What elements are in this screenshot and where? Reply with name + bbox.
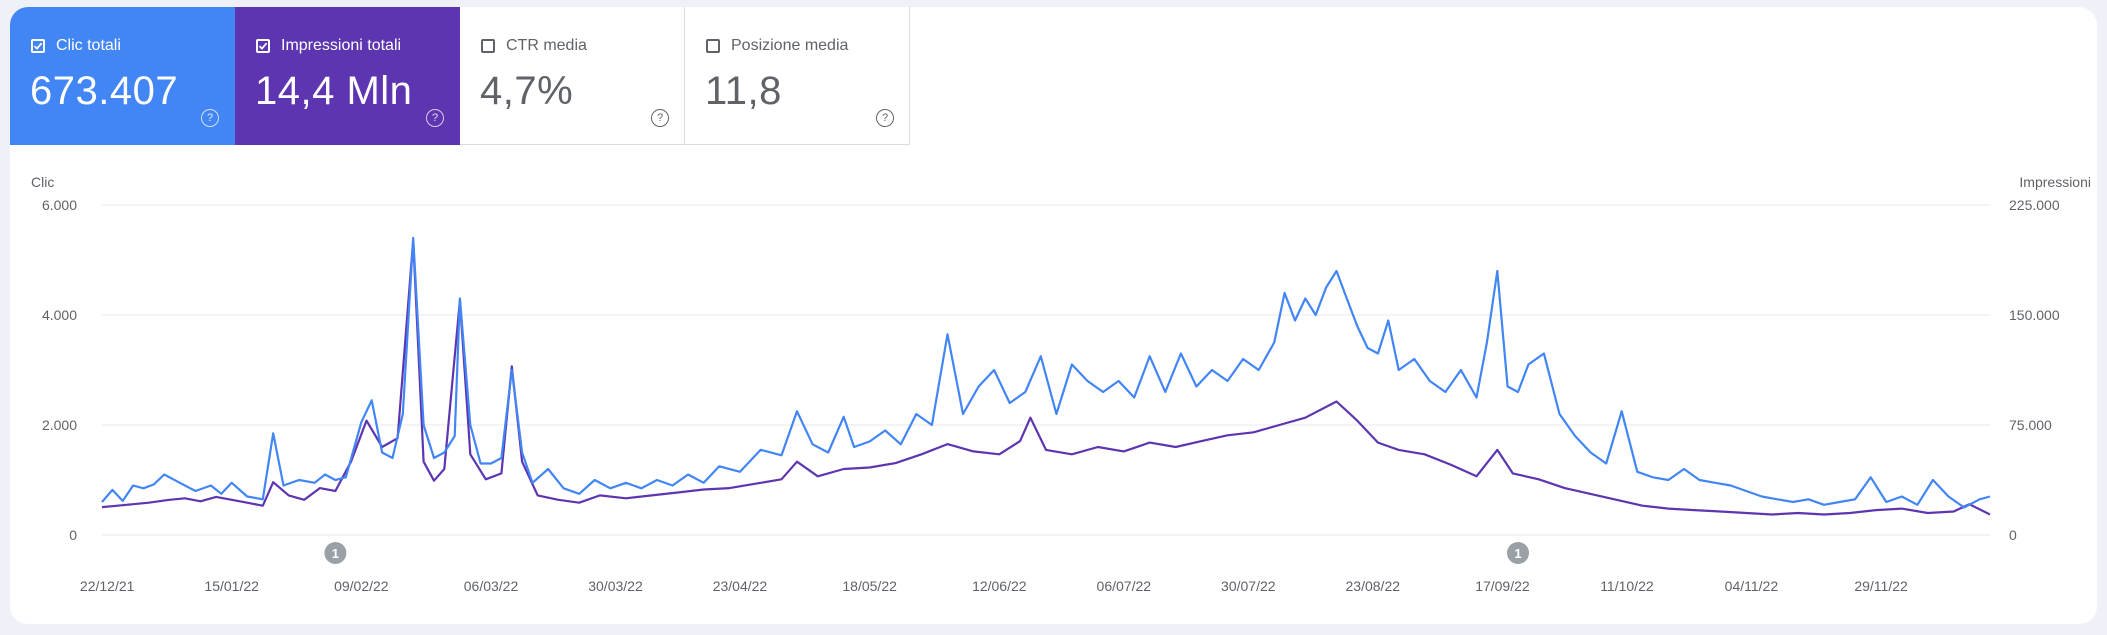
right-axis-ticks: 225.000 150.000 75.000 0 — [2009, 197, 2060, 543]
left-tick-label: 0 — [69, 527, 77, 543]
annotation-marker[interactable]: 1 — [1507, 542, 1529, 564]
left-tick-label: 4.000 — [42, 307, 77, 323]
annotation-circle[interactable] — [324, 542, 347, 564]
help-icon[interactable]: ? — [651, 109, 669, 127]
right-axis-title: Impressioni — [2019, 174, 2091, 190]
help-icon[interactable]: ? — [201, 109, 219, 127]
x-tick-label: 12/06/22 — [972, 578, 1027, 594]
metric-average-position[interactable]: Posizione media 11,8 ? — [685, 7, 910, 145]
checkbox-unchecked-icon[interactable] — [706, 39, 720, 53]
metric-value: 673.407 — [30, 69, 179, 113]
x-tick-label: 11/10/22 — [1600, 578, 1654, 594]
x-tick-label: 30/07/22 — [1221, 578, 1276, 594]
x-axis-labels: 22/12/21 15/01/22 09/02/22 06/03/22 30/03/22… — [80, 578, 1908, 594]
annotation-label[interactable]: 1 — [1514, 546, 1521, 561]
x-tick-label: 23/08/22 — [1346, 578, 1401, 594]
x-tick-label: 18/05/22 — [842, 578, 897, 594]
x-tick-label: 06/03/22 — [464, 578, 519, 594]
metric-value: 14,4 Mln — [255, 69, 413, 113]
help-icon[interactable]: ? — [426, 109, 444, 127]
x-tick-label: 22/12/21 — [80, 578, 135, 594]
metric-label: Clic totali — [56, 37, 121, 54]
right-tick-label: 225.000 — [2009, 197, 2060, 213]
x-tick-label: 30/03/22 — [588, 578, 643, 594]
metric-total-clicks[interactable]: Clic totali 673.407 ? — [10, 7, 235, 145]
performance-chart: Clic Impressioni 6.000 4.000 2.000 0 225.00… — [31, 174, 2091, 594]
chart-series — [101, 236, 1991, 516]
checkbox-unchecked-icon[interactable] — [481, 39, 495, 53]
left-tick-label: 6.000 — [42, 197, 77, 213]
metric-value: 4,7% — [480, 69, 574, 113]
x-tick-label: 04/11/22 — [1725, 578, 1779, 594]
right-tick-label: 75.000 — [2009, 417, 2052, 433]
annotation-circle[interactable] — [1507, 542, 1529, 564]
metric-value: 11,8 — [705, 69, 782, 113]
checkbox-checked-icon[interactable] — [31, 39, 45, 53]
x-tick-label: 17/09/22 — [1475, 578, 1530, 594]
metric-label: Posizione media — [731, 37, 849, 54]
x-tick-label: 23/04/22 — [713, 578, 768, 594]
left-axis-ticks: 6.000 4.000 2.000 0 — [42, 197, 77, 543]
metric-tabs: Clic totali 673.407 ? Impressioni totali… — [10, 7, 910, 145]
performance-card: Clic totali 673.407 ? Impressioni totali… — [10, 7, 2097, 624]
right-tick-label: 150.000 — [2009, 307, 2060, 323]
left-axis-title: Clic — [31, 174, 54, 190]
help-icon[interactable]: ? — [876, 109, 894, 127]
metric-label: CTR media — [506, 37, 587, 54]
metric-label: Impressioni totali — [281, 37, 402, 54]
x-tick-label: 06/07/22 — [1097, 578, 1152, 594]
series-line — [101, 236, 1991, 509]
left-tick-label: 2.000 — [42, 417, 77, 433]
series-line — [101, 239, 1991, 516]
metric-average-ctr[interactable]: CTR media 4,7% ? — [460, 7, 685, 145]
annotation-marker[interactable]: 1 — [324, 542, 347, 564]
x-tick-label: 29/11/22 — [1854, 578, 1908, 594]
annotation-label[interactable]: 1 — [332, 546, 339, 561]
chart-gridlines — [102, 204, 1990, 536]
right-tick-label: 0 — [2009, 527, 2017, 543]
x-tick-label: 09/02/22 — [334, 578, 389, 594]
x-tick-label: 15/01/22 — [204, 578, 259, 594]
checkbox-checked-icon[interactable] — [256, 39, 270, 53]
metric-total-impressions[interactable]: Impressioni totali 14,4 Mln ? — [235, 7, 460, 145]
